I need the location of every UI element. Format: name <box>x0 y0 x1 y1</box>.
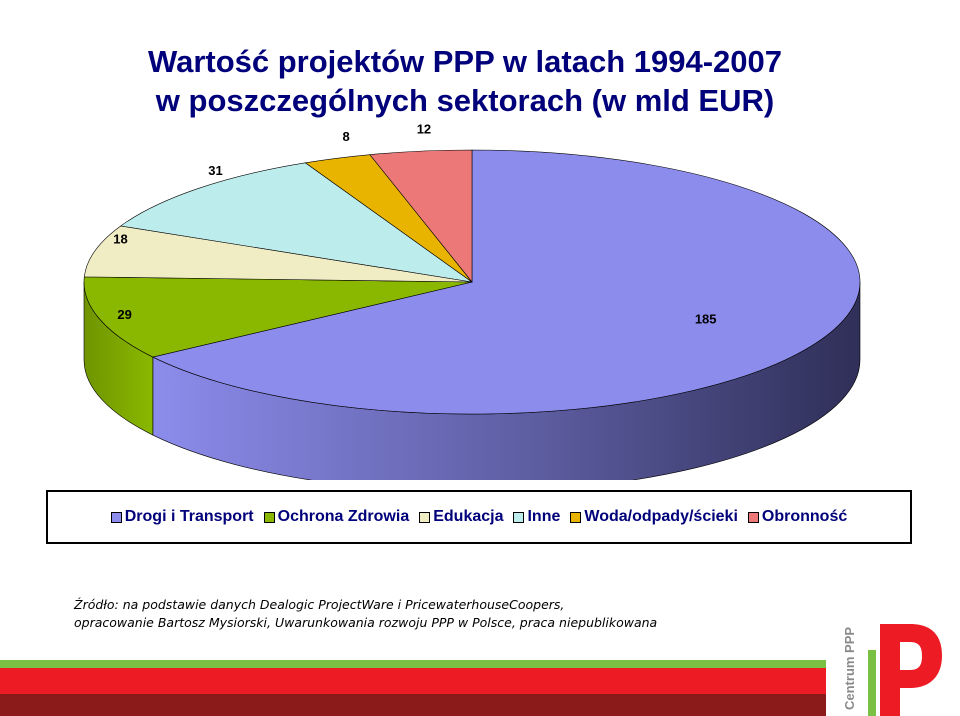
legend-swatch <box>263 511 275 523</box>
pie-chart: 185 29 18 31 8 12 <box>83 121 861 480</box>
logo-text: Centrum PPP <box>842 627 857 710</box>
source-line-2: opracowanie Bartosz Mysiorski, Uwarunkow… <box>74 615 658 630</box>
source-note: Źródło: na podstawie danych Dealogic Pro… <box>74 596 814 632</box>
pie-top-group <box>83 149 861 415</box>
pie-slice-obronnosc <box>369 149 473 283</box>
legend-swatch <box>419 511 431 523</box>
legend-label: Inne <box>527 508 561 525</box>
legend-item-edukacja: Edukacja <box>419 508 503 526</box>
pie-value-label-edukacja: 18 <box>113 231 127 246</box>
pie-value-label-obronnosc: 12 <box>417 121 431 136</box>
pie-slice-ochrona-zdrowia <box>83 276 473 358</box>
legend-item-woda-odpady-scieki: Woda/odpady/ścieki <box>570 508 738 526</box>
logo-green-stroke <box>868 650 876 716</box>
legend-label: Edukacja <box>433 508 504 525</box>
logo-p-letter <box>880 624 942 716</box>
legend: Drogi i Transport Ochrona Zdrowia Edukacja… <box>46 490 912 544</box>
legend-item-obronnosc: Obronność <box>747 508 848 526</box>
footer-bar-green <box>0 660 826 668</box>
legend-label: Woda/odpady/ścieki <box>584 508 738 525</box>
chart-title-line-2: w poszczególnych sektorach (w mld EUR) <box>155 83 775 118</box>
footer-bar-dark <box>0 694 826 716</box>
legend-item-ochrona-zdrowia: Ochrona Zdrowia <box>263 508 410 526</box>
pie-value-label-ochrona-zdrowia: 29 <box>117 307 131 322</box>
legend-label: Drogi i Transport <box>124 508 254 525</box>
footer-bar-red <box>0 668 826 694</box>
legend-label: Obronność <box>761 508 848 525</box>
source-line-1: Źródło: na podstawie danych Dealogic Pro… <box>74 597 565 612</box>
pie-value-label-inne: 31 <box>208 163 222 178</box>
legend-swatch <box>570 511 582 523</box>
legend-swatch <box>747 511 759 523</box>
pie-label-group: 185 29 18 31 8 12 <box>113 121 716 326</box>
pie-value-label-drogi-i-transport: 185 <box>695 312 717 327</box>
pie-slice-edukacja <box>83 225 473 283</box>
chart-title: Wartość projektów PPP w latach 1994-2007… <box>90 42 840 120</box>
centrum-ppp-logo: Centrum PPP <box>842 624 942 716</box>
footer-bar <box>0 660 826 716</box>
legend-label: Ochrona Zdrowia <box>277 508 410 525</box>
legend-item-inne: Inne <box>513 508 560 526</box>
chart-title-line-1: Wartość projektów PPP w latach 1994-2007 <box>147 44 783 79</box>
pie-slice-drogi-i-transport <box>151 149 861 415</box>
legend-swatch <box>513 511 525 523</box>
legend-item-drogi-i-transport: Drogi i Transport <box>110 508 254 526</box>
pie-slice-inne <box>119 162 473 283</box>
pie-value-label-woda-odpady-scieki: 8 <box>343 129 350 144</box>
legend-swatch <box>110 511 122 523</box>
